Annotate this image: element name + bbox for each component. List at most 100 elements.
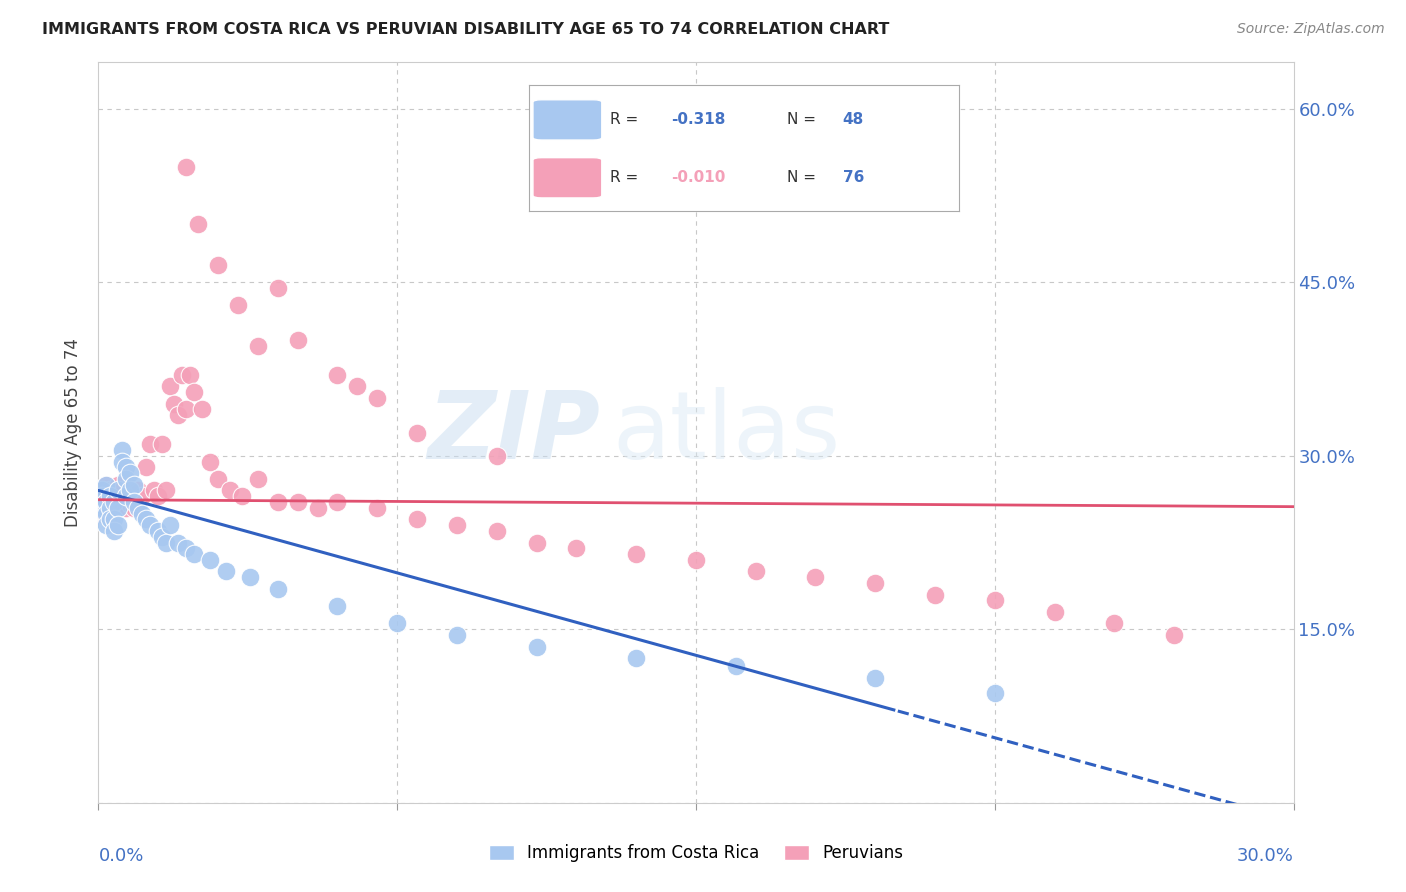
Point — [98, 483, 122, 498]
Point — [446, 518, 468, 533]
Point — [103, 495, 125, 509]
Point — [107, 477, 129, 491]
Point — [155, 483, 177, 498]
Point — [91, 483, 114, 498]
Point — [139, 437, 162, 451]
Point — [98, 495, 122, 509]
Point — [198, 553, 221, 567]
Point — [98, 500, 122, 515]
Point — [804, 570, 827, 584]
Point — [107, 518, 129, 533]
Point — [924, 588, 946, 602]
Point — [207, 258, 229, 272]
Point — [111, 495, 134, 509]
Point — [131, 489, 153, 503]
Point — [526, 640, 548, 654]
Point — [120, 497, 142, 511]
Point — [124, 500, 146, 515]
Point — [565, 541, 588, 556]
Point — [984, 686, 1007, 700]
Point — [143, 483, 166, 498]
Point — [96, 477, 118, 491]
Point — [326, 495, 349, 509]
Point — [107, 483, 129, 498]
Point — [120, 483, 142, 498]
Point — [187, 218, 209, 232]
Text: IMMIGRANTS FROM COSTA RICA VS PERUVIAN DISABILITY AGE 65 TO 74 CORRELATION CHART: IMMIGRANTS FROM COSTA RICA VS PERUVIAN D… — [42, 22, 890, 37]
Point — [91, 483, 114, 498]
Point — [183, 385, 205, 400]
Point — [366, 500, 388, 515]
Point — [865, 576, 887, 591]
Point — [98, 507, 122, 521]
Point — [135, 512, 157, 526]
Point — [215, 565, 238, 579]
Point — [346, 379, 368, 393]
Text: Source: ZipAtlas.com: Source: ZipAtlas.com — [1237, 22, 1385, 37]
Point — [124, 489, 146, 503]
Point — [127, 500, 149, 515]
Point — [91, 507, 114, 521]
Point — [115, 489, 138, 503]
Point — [103, 489, 125, 503]
Point — [148, 489, 170, 503]
Point — [326, 368, 349, 382]
Point — [287, 333, 309, 347]
Point — [174, 160, 197, 174]
Point — [124, 477, 146, 491]
Point — [111, 442, 134, 457]
Point — [115, 460, 138, 475]
Point — [96, 477, 118, 491]
Point — [96, 507, 118, 521]
Point — [107, 500, 129, 515]
Point — [724, 659, 747, 673]
Point — [115, 472, 138, 486]
Point — [111, 483, 134, 498]
Point — [155, 535, 177, 549]
Point — [91, 500, 114, 515]
Point — [103, 524, 125, 538]
Point — [131, 507, 153, 521]
Point — [366, 391, 388, 405]
Point — [111, 454, 134, 468]
Point — [107, 500, 129, 515]
Point — [267, 582, 290, 596]
Legend: Immigrants from Costa Rica, Peruvians: Immigrants from Costa Rica, Peruvians — [482, 838, 910, 869]
Point — [127, 483, 149, 498]
Point — [183, 547, 205, 561]
Point — [287, 495, 309, 509]
Point — [167, 409, 190, 423]
Point — [207, 472, 229, 486]
Point — [127, 495, 149, 509]
Point — [159, 518, 181, 533]
Point — [91, 495, 114, 509]
Point — [139, 518, 162, 533]
Point — [159, 379, 181, 393]
Point — [91, 489, 114, 503]
Point — [267, 495, 290, 509]
Point — [485, 524, 508, 538]
Point — [163, 397, 186, 411]
Point — [150, 530, 173, 544]
Point — [745, 565, 768, 579]
Point — [115, 500, 138, 515]
Point — [115, 489, 138, 503]
Y-axis label: Disability Age 65 to 74: Disability Age 65 to 74 — [65, 338, 83, 527]
Text: 0.0%: 0.0% — [98, 847, 143, 865]
Point — [172, 368, 194, 382]
Point — [103, 512, 125, 526]
Text: ZIP: ZIP — [427, 386, 600, 479]
Point — [626, 651, 648, 665]
Point — [96, 500, 118, 515]
Text: 30.0%: 30.0% — [1237, 847, 1294, 865]
Point — [148, 524, 170, 538]
Point — [406, 512, 429, 526]
Point — [385, 616, 409, 631]
Point — [231, 489, 253, 503]
Point — [526, 535, 548, 549]
Point — [219, 483, 242, 498]
Point — [685, 553, 707, 567]
Point — [174, 541, 197, 556]
Point — [446, 628, 468, 642]
Point — [150, 437, 173, 451]
